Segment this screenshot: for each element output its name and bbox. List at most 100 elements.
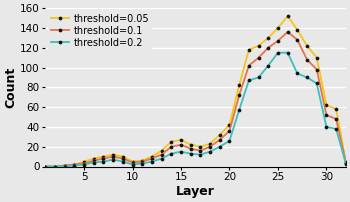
threshold=0.1 <box>295 39 300 41</box>
threshold=0.2 <box>53 165 57 168</box>
threshold=0.2 <box>295 72 300 75</box>
threshold=0.1 <box>324 114 329 116</box>
threshold=0.1 <box>140 160 144 163</box>
threshold=0.05 <box>334 108 338 110</box>
threshold=0.05 <box>208 143 212 145</box>
threshold=0.1 <box>72 163 76 166</box>
threshold=0.2 <box>208 150 212 153</box>
threshold=0.1 <box>169 145 173 148</box>
threshold=0.1 <box>92 159 96 162</box>
threshold=0.05 <box>344 160 348 163</box>
threshold=0.2 <box>276 52 280 54</box>
threshold=0.2 <box>266 64 270 67</box>
threshold=0.05 <box>247 48 251 51</box>
threshold=0.05 <box>189 143 193 146</box>
threshold=0.05 <box>179 139 183 141</box>
threshold=0.2 <box>315 82 319 85</box>
threshold=0.2 <box>198 153 203 156</box>
threshold=0.1 <box>237 94 241 97</box>
threshold=0.1 <box>315 68 319 71</box>
threshold=0.2 <box>324 126 329 128</box>
threshold=0.1 <box>111 155 115 158</box>
Y-axis label: Count: Count <box>4 67 17 108</box>
threshold=0.2 <box>257 76 261 79</box>
threshold=0.05 <box>63 164 67 167</box>
threshold=0.1 <box>121 157 125 160</box>
threshold=0.2 <box>247 79 251 82</box>
threshold=0.1 <box>218 139 222 141</box>
threshold=0.1 <box>189 147 193 150</box>
threshold=0.2 <box>179 150 183 153</box>
threshold=0.1 <box>198 149 203 152</box>
threshold=0.05 <box>43 165 47 168</box>
Line: threshold=0.2: threshold=0.2 <box>44 51 347 168</box>
threshold=0.2 <box>228 140 232 142</box>
threshold=0.2 <box>121 160 125 163</box>
threshold=0.05 <box>169 141 173 143</box>
threshold=0.05 <box>324 104 329 106</box>
threshold=0.05 <box>92 157 96 160</box>
threshold=0.1 <box>131 161 135 164</box>
threshold=0.2 <box>63 165 67 168</box>
threshold=0.05 <box>228 124 232 126</box>
threshold=0.2 <box>344 162 348 165</box>
threshold=0.2 <box>305 76 309 79</box>
threshold=0.1 <box>53 165 57 168</box>
threshold=0.2 <box>237 109 241 111</box>
threshold=0.05 <box>121 155 125 158</box>
threshold=0.2 <box>218 145 222 148</box>
threshold=0.2 <box>102 160 106 163</box>
threshold=0.05 <box>72 163 76 166</box>
threshold=0.05 <box>131 160 135 163</box>
threshold=0.2 <box>43 165 47 168</box>
threshold=0.2 <box>72 164 76 167</box>
threshold=0.05 <box>237 84 241 87</box>
threshold=0.1 <box>43 165 47 168</box>
threshold=0.05 <box>295 29 300 31</box>
threshold=0.05 <box>257 45 261 47</box>
threshold=0.1 <box>334 118 338 120</box>
threshold=0.1 <box>208 145 212 148</box>
threshold=0.2 <box>286 52 290 54</box>
threshold=0.05 <box>160 149 164 152</box>
Line: threshold=0.05: threshold=0.05 <box>44 15 347 168</box>
threshold=0.05 <box>305 45 309 47</box>
threshold=0.05 <box>102 155 106 158</box>
threshold=0.2 <box>169 153 173 155</box>
threshold=0.2 <box>140 162 144 165</box>
threshold=0.1 <box>247 64 251 67</box>
threshold=0.2 <box>92 161 96 164</box>
threshold=0.2 <box>189 153 193 155</box>
threshold=0.05 <box>276 27 280 29</box>
threshold=0.1 <box>150 157 154 160</box>
threshold=0.2 <box>150 160 154 163</box>
threshold=0.1 <box>82 162 86 165</box>
threshold=0.05 <box>286 15 290 17</box>
threshold=0.2 <box>111 158 115 161</box>
threshold=0.2 <box>160 157 164 160</box>
X-axis label: Layer: Layer <box>176 185 215 198</box>
threshold=0.1 <box>63 164 67 167</box>
Line: threshold=0.1: threshold=0.1 <box>44 30 347 168</box>
threshold=0.05 <box>198 145 203 148</box>
threshold=0.05 <box>150 155 154 158</box>
threshold=0.1 <box>266 46 270 49</box>
threshold=0.1 <box>305 58 309 61</box>
threshold=0.1 <box>344 161 348 164</box>
threshold=0.1 <box>286 31 290 33</box>
threshold=0.2 <box>82 163 86 166</box>
threshold=0.1 <box>276 40 280 42</box>
threshold=0.2 <box>334 128 338 130</box>
threshold=0.05 <box>218 134 222 136</box>
threshold=0.1 <box>160 153 164 156</box>
threshold=0.05 <box>140 159 144 162</box>
threshold=0.2 <box>131 163 135 166</box>
threshold=0.1 <box>179 143 183 146</box>
threshold=0.05 <box>266 37 270 39</box>
threshold=0.05 <box>315 56 319 59</box>
threshold=0.05 <box>82 160 86 163</box>
threshold=0.05 <box>53 165 57 168</box>
threshold=0.1 <box>257 56 261 59</box>
threshold=0.05 <box>111 153 115 156</box>
threshold=0.1 <box>102 157 106 160</box>
